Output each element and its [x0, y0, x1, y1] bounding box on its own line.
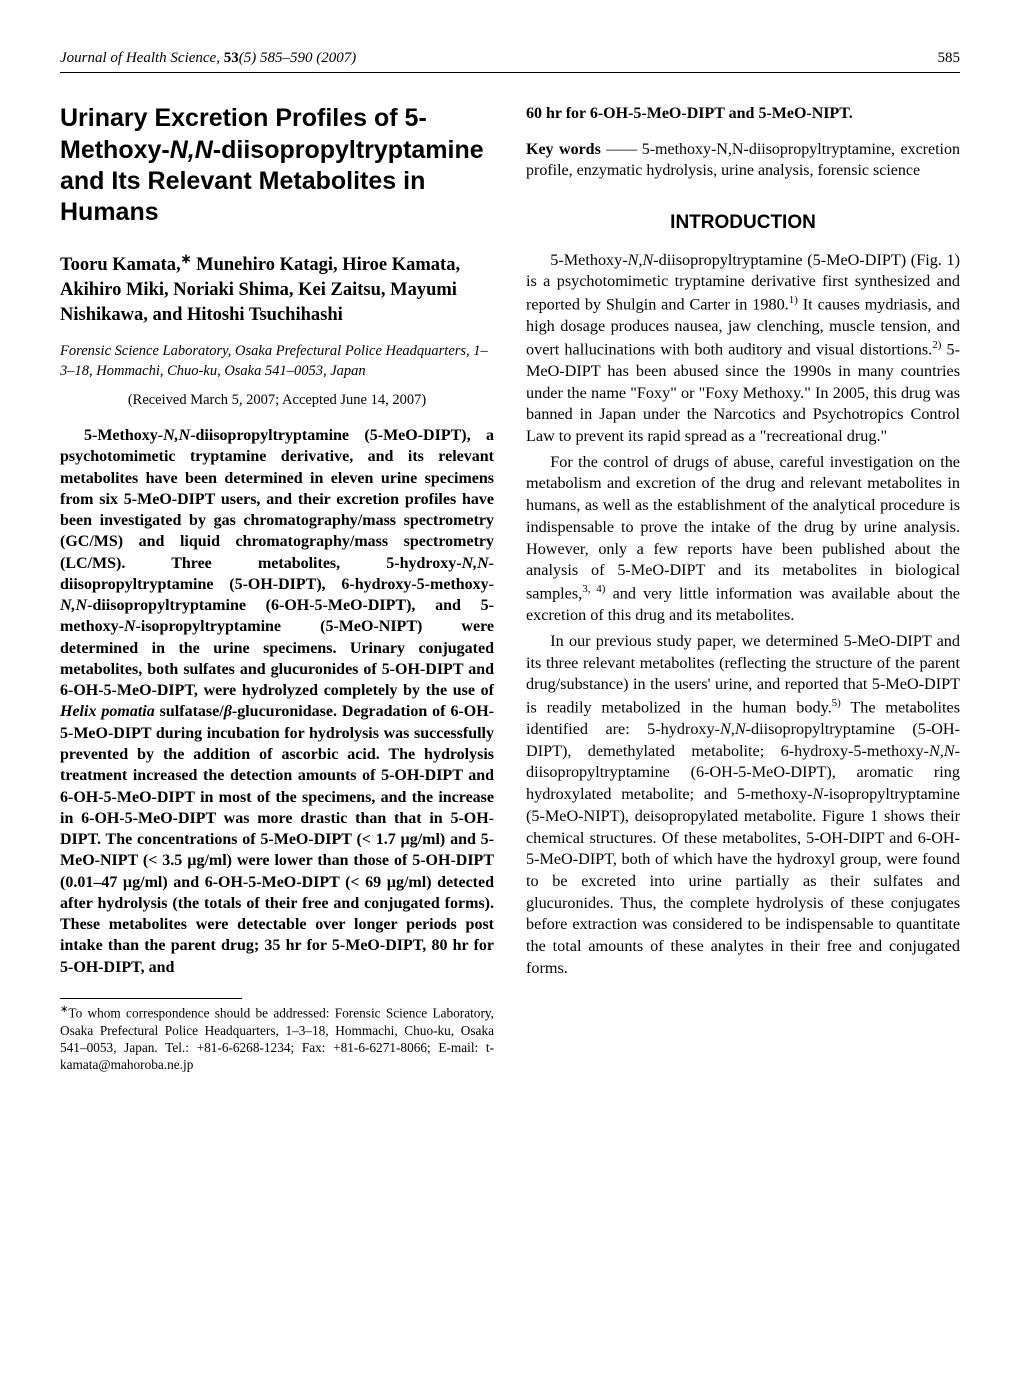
issue-pages: (5) 585–590 (2007) [239, 50, 356, 66]
keywords: Key words —— 5-methoxy-N,N-diisopropyltr… [526, 139, 960, 182]
running-header: Journal of Health Science, 53(5) 585–590… [60, 48, 960, 68]
intro-para-2: For the control of drugs of abuse, caref… [526, 452, 960, 627]
volume: 53 [224, 50, 239, 66]
journal-italic: Journal of Health Science [60, 50, 216, 66]
section-heading-introduction: INTRODUCTION [526, 210, 960, 236]
article-title: Urinary Excretion Profiles of 5-Methoxy-… [60, 103, 494, 228]
right-column: 60 hr for 6-OH-5-MeO-DIPT and 5-MeO-NIPT… [526, 103, 960, 1073]
correspondence-footnote: ∗To whom correspondence should be addres… [60, 1003, 494, 1074]
two-column-layout: Urinary Excretion Profiles of 5-Methoxy-… [60, 103, 960, 1073]
affiliation: Forensic Science Laboratory, Osaka Prefe… [60, 342, 494, 381]
abstract-continued: 60 hr for 6-OH-5-MeO-DIPT and 5-MeO-NIPT… [526, 103, 960, 125]
intro-para-1: 5-Methoxy-N,N-diisopropyltryptamine (5-M… [526, 250, 960, 448]
left-column: Urinary Excretion Profiles of 5-Methoxy-… [60, 103, 494, 1073]
abstract: 5-Methoxy-N,N-diisopropyltryptamine (5-M… [60, 425, 494, 978]
header-rule [60, 72, 960, 73]
footnote-rule [60, 998, 242, 999]
page-number: 585 [938, 48, 961, 68]
authors: Tooru Kamata,∗ Munehiro Katagi, Hiroe Ka… [60, 250, 494, 328]
received-accepted-dates: (Received March 5, 2007; Accepted June 1… [60, 391, 494, 411]
journal-name: Journal of Health Science, 53(5) 585–590… [60, 48, 356, 68]
intro-para-3: In our previous study paper, we determin… [526, 631, 960, 980]
